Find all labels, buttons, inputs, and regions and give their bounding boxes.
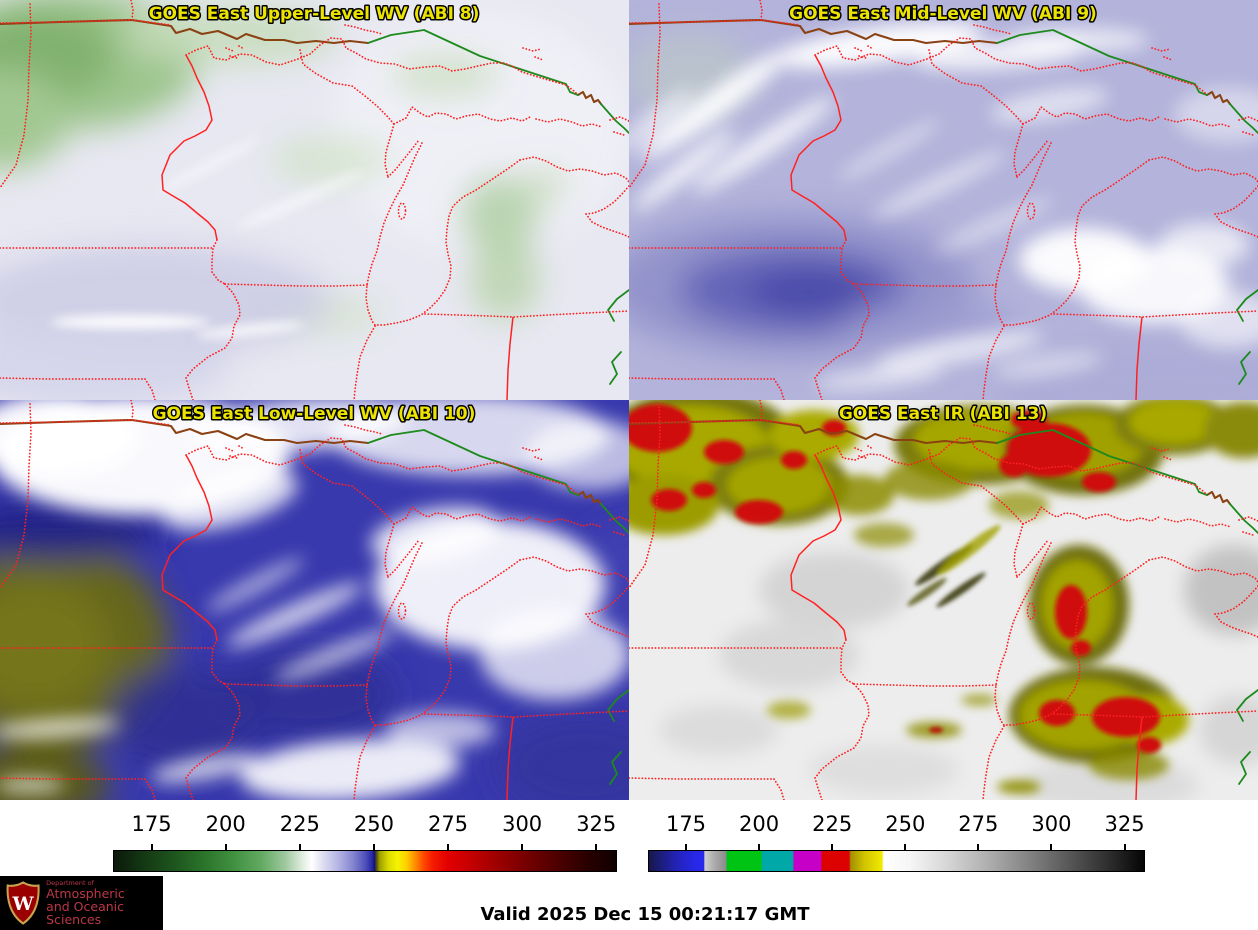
uw-aos-logo: W Department of Atmospheric and Oceanic …: [0, 876, 163, 930]
colorbar-tick-mark: [758, 844, 761, 850]
colorbar-tick-label: 300: [1031, 812, 1072, 836]
colorbar-tick-mark: [1050, 844, 1053, 850]
logo-name-line2: and Oceanic Sciences: [46, 898, 124, 927]
ir-coldest-cores: [629, 404, 1161, 753]
valid-timestamp: Valid 2025 Dec 15 00:21:17 GMT: [480, 904, 810, 925]
colorbar-tick-mark: [224, 844, 227, 850]
wv-colorbar: 175 200 225 250 275 300 325: [113, 800, 617, 878]
panel-ir: GOES East IR (ABI 13): [629, 400, 1258, 800]
logo-text: Department of Atmospheric and Oceanic Sc…: [46, 880, 163, 926]
panel-low-level-wv: GOES East Low-Level WV (ABI 10): [0, 400, 629, 800]
colorbar-tick-label: 225: [279, 812, 320, 836]
panel-mid-level-wv: GOES East Mid-Level WV (ABI 9): [629, 0, 1258, 400]
ir-colorbar: 175 200 225 250 275 300 325: [648, 800, 1145, 878]
colorbar-tick-label: 275: [427, 812, 469, 836]
wv-upper-cloud-wisps: [50, 136, 365, 339]
wv-colorbar-ticks: [113, 844, 617, 850]
colorbar-tick-label: 250: [885, 812, 926, 836]
colorbar-tick-label: 175: [665, 812, 707, 836]
colorbar-tick-label: 275: [958, 812, 999, 836]
colorbar-tick-mark: [1123, 844, 1126, 850]
colorbar-tick-mark: [447, 844, 449, 850]
colorbar-tick-mark: [831, 844, 834, 850]
wv-colorbar-labels: 175 200 225 250 275 300 325: [113, 812, 617, 838]
colorbar-tick-mark: [685, 844, 687, 850]
wv-low-cloud-masses: [0, 400, 629, 800]
colorbar-tick-mark: [904, 844, 907, 850]
uw-crest-icon: W: [6, 881, 40, 925]
colorbar-tick-label: 250: [353, 812, 394, 836]
wv-mid-cloud-streaks: [629, 21, 1258, 390]
panel-title-abi10: GOES East Low-Level WV (ABI 10): [153, 404, 476, 424]
colorbar-tick-label: 200: [205, 812, 246, 836]
logo-name-line1: Atmospheric: [46, 885, 125, 901]
colorbar-tick-mark: [521, 844, 524, 850]
colorbar-tick-mark: [298, 844, 301, 850]
colorbar-tick-mark: [372, 844, 375, 850]
colorbar-tick-mark: [595, 844, 598, 850]
colorbar-tick-label: 200: [739, 812, 780, 836]
colorbar-tick-label: 225: [812, 812, 853, 836]
panel-upper-level-wv: GOES East Upper-Level WV (ABI 8): [0, 0, 629, 400]
ir-colorbar-gradient: [648, 850, 1145, 872]
colorbar-tick-label: 325: [1104, 812, 1145, 836]
panel-title-abi9: GOES East Mid-Level WV (ABI 9): [789, 4, 1097, 24]
colorbar-tick-label: 325: [576, 812, 617, 836]
colorbar-tick-label: 175: [131, 812, 172, 836]
crest-letter: W: [12, 893, 35, 915]
panel-title-abi8: GOES East Upper-Level WV (ABI 8): [149, 4, 480, 24]
wv-colorbar-gradient: [113, 850, 617, 872]
colorbar-tick-label: 300: [502, 812, 543, 836]
colorbar-tick-mark: [150, 844, 153, 850]
ir-colorbar-ticks: [648, 844, 1145, 850]
ir-colorbar-labels: 175 200 225 250 275 300 325: [648, 812, 1145, 838]
logo-department-line: Department of: [46, 879, 94, 888]
wv-low-moisture-field: [0, 502, 629, 800]
ir-warm-gray-clouds: [659, 545, 1258, 800]
panel-title-abi13: GOES East IR (ABI 13): [839, 404, 1047, 424]
colorbar-tick-mark: [977, 844, 980, 850]
